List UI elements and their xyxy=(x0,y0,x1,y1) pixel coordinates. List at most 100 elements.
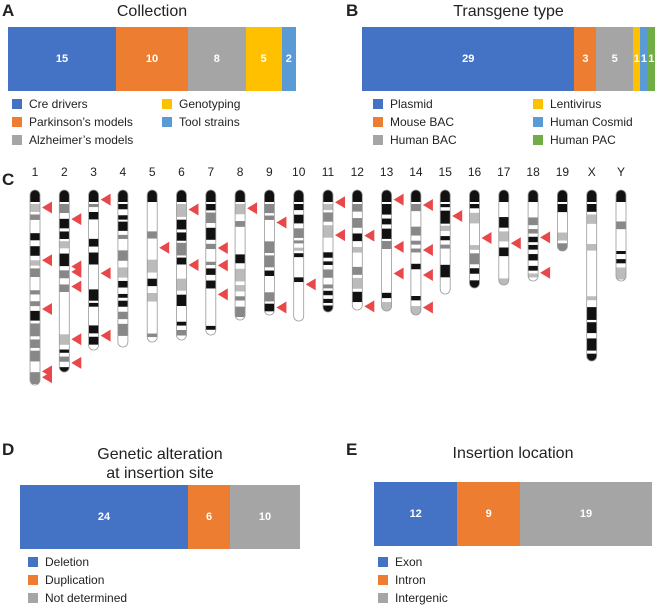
panel-a-stacked-bar: 15 10 8 5 2 xyxy=(8,27,296,91)
bar-segment-duplication: 6 xyxy=(188,485,230,549)
chromosome-bands xyxy=(528,190,539,281)
bar-segment-plasmid: 29 xyxy=(362,27,575,91)
insertion-arrow xyxy=(71,356,82,369)
insertion-arrow xyxy=(100,267,111,280)
insertion-arrow xyxy=(42,302,52,315)
chromosome-label-3: 3 xyxy=(90,165,97,179)
insertion-arrow xyxy=(217,288,228,301)
legend-swatch xyxy=(373,117,383,127)
legend-item-mouse-bac: Mouse BAC xyxy=(373,115,454,129)
legend-label: Duplication xyxy=(45,573,105,587)
insertion-arrow xyxy=(42,371,52,384)
legend-label: Tool strains xyxy=(179,115,240,129)
legend-label: Lentivirus xyxy=(550,97,602,111)
bar-segment-intron: 9 xyxy=(457,482,520,546)
insertion-arrow xyxy=(247,202,258,215)
chromosome-ideogram: 1 2 3 4 5 6 7 8 9 10 11 12 13 14 15 16 17 18 19 X Y xyxy=(29,165,627,386)
panel-b-stacked-bar: 29 3 5 1 1 1 xyxy=(362,27,655,91)
bar-segment-deletion: 24 xyxy=(20,485,188,549)
legend-label: Intergenic xyxy=(395,591,448,605)
legend-item-tool-strains: Tool strains xyxy=(162,115,240,129)
panel-letter-a: A xyxy=(2,1,15,20)
insertion-arrow xyxy=(276,301,287,314)
chromosome-bands xyxy=(293,190,304,321)
legend-swatch xyxy=(533,117,543,127)
legend-swatch xyxy=(28,575,38,585)
legend-swatch xyxy=(373,135,383,145)
insertion-arrow xyxy=(393,240,404,253)
chromosome-label-15: 15 xyxy=(439,165,453,179)
legend-label: Exon xyxy=(395,555,423,569)
insertion-arrow xyxy=(217,242,228,254)
chromosome-bands xyxy=(616,190,626,281)
legend-label: Human Cosmid xyxy=(550,115,633,129)
chromosome-bands xyxy=(323,190,333,312)
chromosome-5: 5 xyxy=(146,165,170,343)
chromosome-label-Y: Y xyxy=(617,165,625,179)
bar-segment-cre-drivers: 15 xyxy=(8,27,116,91)
insertion-arrow xyxy=(71,265,82,278)
legend-item-parkinson-s-models: Parkinson’s models xyxy=(12,115,133,129)
legend-swatch xyxy=(378,575,388,585)
insertion-arrow xyxy=(71,333,82,346)
insertion-arrow xyxy=(42,254,52,267)
chromosome-bands xyxy=(440,190,451,294)
chromosome-label-8: 8 xyxy=(237,165,244,179)
chromosome-9: 9 xyxy=(263,165,287,316)
chromosome-12: 12 xyxy=(351,165,375,313)
chromosome-label-17: 17 xyxy=(497,165,511,179)
chromosome-1: 1 xyxy=(29,165,52,386)
legend-label: Alzheimer’s models xyxy=(29,133,134,147)
panel-d-title-line2: at insertion site xyxy=(106,465,214,482)
insertion-arrow xyxy=(71,213,82,226)
insertion-arrow xyxy=(159,241,170,254)
chromosome-label-18: 18 xyxy=(526,165,540,179)
legend-item-exon: Exon xyxy=(378,555,422,569)
chromosome-label-1: 1 xyxy=(32,165,39,179)
chromosome-label-2: 2 xyxy=(61,165,68,179)
chromosome-bands xyxy=(59,190,70,372)
insertion-arrow xyxy=(188,203,199,216)
legend-swatch xyxy=(533,135,543,145)
insertion-arrow xyxy=(364,229,375,242)
legend-item-cre-drivers: Cre drivers xyxy=(12,97,88,111)
panel-a-title: Collection xyxy=(116,3,188,20)
chromosome-Y: Y xyxy=(615,165,627,282)
legend-swatch xyxy=(12,117,22,127)
chromosome-bands xyxy=(410,190,421,315)
insertion-arrow xyxy=(188,259,199,271)
legend-label: Deletion xyxy=(45,555,90,569)
insertion-arrow xyxy=(305,278,316,291)
legend-label: Human BAC xyxy=(390,133,457,147)
bar-segment-human-cosmid: 1 xyxy=(640,27,648,91)
insertion-arrow xyxy=(422,199,433,211)
bar-segment-not-determined: 10 xyxy=(230,485,300,549)
insertion-arrow xyxy=(510,237,521,250)
panel-b-title: Transgene type xyxy=(453,3,564,20)
chromosome-3: 3 xyxy=(88,165,111,351)
legend-swatch xyxy=(162,99,172,109)
insertion-arrow xyxy=(217,259,228,272)
insertion-arrow xyxy=(393,193,404,206)
legend-label: Not determined xyxy=(45,591,128,605)
legend-label: Cre drivers xyxy=(29,97,88,111)
chromosome-label-X: X xyxy=(588,165,596,179)
chromosome-8: 8 xyxy=(234,165,258,321)
bar-segment-mouse-bac: 3 xyxy=(574,27,597,91)
chromosome-label-7: 7 xyxy=(207,165,214,179)
chromosome-bands xyxy=(176,190,187,340)
insertion-arrow xyxy=(276,216,287,229)
panel-d-stacked-bar: 24 6 10 xyxy=(20,485,300,549)
legend-swatch xyxy=(378,557,388,567)
legend-label: Mouse BAC xyxy=(390,115,455,129)
legend-label: Parkinson’s models xyxy=(29,115,133,129)
chromosome-18: 18 xyxy=(526,165,551,282)
legend-swatch xyxy=(162,117,172,127)
legend-swatch xyxy=(373,99,383,109)
legend-item-human-pac: Human PAC xyxy=(533,133,616,147)
chromosome-bands xyxy=(469,190,480,288)
chromosome-label-16: 16 xyxy=(468,165,482,179)
bar-segment-human-bac: 5 xyxy=(596,27,634,91)
legend-label: Human PAC xyxy=(550,133,616,147)
insertion-arrow xyxy=(422,301,433,314)
